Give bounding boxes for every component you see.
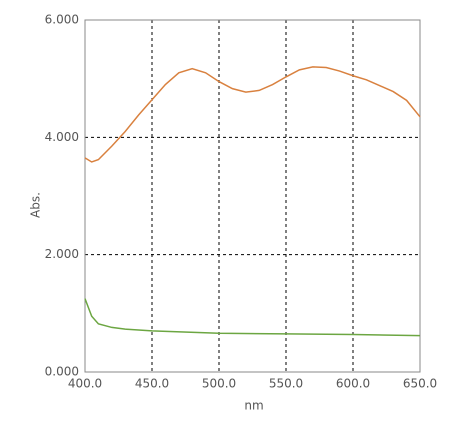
plot-frame bbox=[84, 19, 421, 373]
y-tick-label: 0.000 bbox=[45, 365, 79, 379]
x-tick-label: 400.0 bbox=[68, 377, 102, 391]
x-tick-label: 500.0 bbox=[202, 377, 236, 391]
x-tick-label: 600.0 bbox=[336, 377, 370, 391]
x-axis-label: nm bbox=[244, 399, 263, 413]
x-tick-label: 650.0 bbox=[403, 377, 437, 391]
y-tick-label: 6.000 bbox=[45, 13, 79, 27]
y-tick-label: 2.000 bbox=[45, 247, 79, 261]
y-axis-label: Abs. bbox=[29, 192, 43, 218]
x-tick-label: 550.0 bbox=[269, 377, 303, 391]
x-tick-label: 450.0 bbox=[135, 377, 169, 391]
line bbox=[84, 298, 421, 337]
y-tick-label: 4.000 bbox=[45, 130, 79, 144]
line bbox=[84, 66, 421, 163]
